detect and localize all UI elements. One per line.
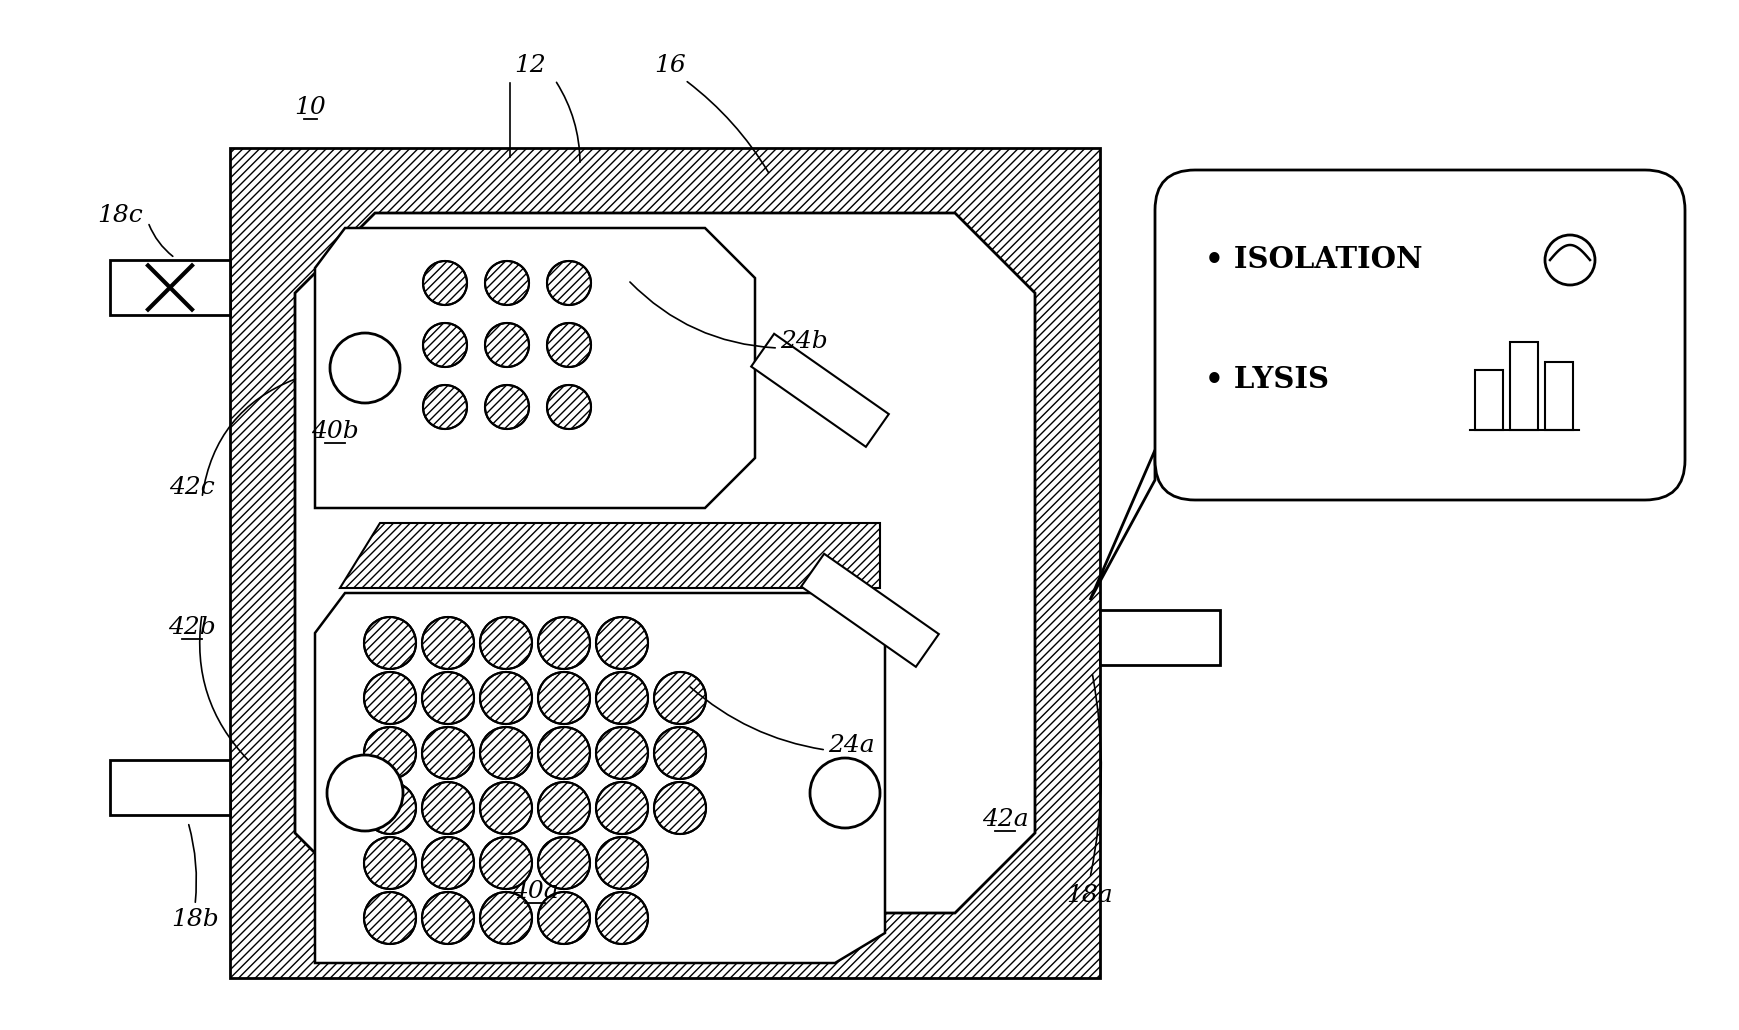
Circle shape	[423, 837, 475, 889]
Bar	[230, 148, 1101, 978]
Bar	[1101, 610, 1221, 665]
Bar	[110, 260, 230, 315]
Circle shape	[480, 727, 532, 779]
Circle shape	[363, 782, 416, 834]
Circle shape	[1544, 235, 1595, 285]
Circle shape	[654, 782, 706, 834]
Text: 18b: 18b	[170, 908, 219, 931]
Text: 12: 12	[515, 54, 546, 76]
Circle shape	[537, 727, 590, 779]
Circle shape	[537, 672, 590, 724]
FancyArrow shape	[751, 334, 889, 447]
Polygon shape	[315, 593, 885, 963]
Circle shape	[485, 261, 529, 305]
Polygon shape	[315, 228, 755, 508]
Circle shape	[423, 892, 475, 945]
Circle shape	[596, 727, 649, 779]
Circle shape	[423, 385, 468, 430]
Circle shape	[596, 892, 649, 945]
Circle shape	[480, 672, 532, 724]
Circle shape	[423, 261, 468, 305]
Text: 24a: 24a	[828, 733, 875, 756]
Text: • LYSIS: • LYSIS	[1205, 366, 1329, 394]
Polygon shape	[341, 523, 880, 588]
Circle shape	[654, 672, 706, 724]
Text: 16: 16	[654, 54, 685, 76]
Bar	[1475, 370, 1502, 430]
Circle shape	[537, 837, 590, 889]
Circle shape	[654, 727, 706, 779]
Text: 42b: 42b	[169, 617, 216, 640]
Circle shape	[423, 617, 475, 670]
Circle shape	[537, 892, 590, 945]
Bar	[1544, 362, 1574, 430]
Circle shape	[548, 385, 591, 430]
Text: 40b: 40b	[311, 420, 358, 444]
Circle shape	[537, 782, 590, 834]
Text: 42a: 42a	[983, 809, 1028, 831]
Text: • ISOLATION: • ISOLATION	[1205, 245, 1423, 275]
Circle shape	[480, 837, 532, 889]
Circle shape	[548, 261, 591, 305]
Circle shape	[423, 782, 475, 834]
Circle shape	[596, 617, 649, 670]
Circle shape	[480, 892, 532, 945]
Circle shape	[596, 672, 649, 724]
Bar	[1509, 342, 1537, 430]
Circle shape	[485, 385, 529, 430]
Circle shape	[363, 892, 416, 945]
Circle shape	[480, 782, 532, 834]
Text: 24b: 24b	[781, 331, 828, 353]
Circle shape	[363, 672, 416, 724]
Circle shape	[423, 323, 468, 367]
Circle shape	[810, 758, 880, 828]
Text: 18c: 18c	[97, 204, 143, 227]
Circle shape	[363, 837, 416, 889]
Circle shape	[363, 617, 416, 670]
Circle shape	[363, 727, 416, 779]
Circle shape	[596, 782, 649, 834]
FancyArrow shape	[802, 554, 939, 666]
Circle shape	[548, 323, 591, 367]
Text: 42c: 42c	[169, 477, 216, 500]
Circle shape	[330, 333, 400, 403]
Circle shape	[327, 755, 403, 831]
Circle shape	[480, 617, 532, 670]
Circle shape	[485, 323, 529, 367]
Text: 10: 10	[294, 97, 325, 119]
Circle shape	[537, 617, 590, 670]
Text: 18a: 18a	[1066, 884, 1113, 906]
Polygon shape	[1090, 450, 1155, 600]
FancyBboxPatch shape	[1155, 170, 1685, 500]
Circle shape	[423, 672, 475, 724]
Circle shape	[596, 837, 649, 889]
Bar	[110, 760, 230, 815]
Text: 40a: 40a	[511, 881, 558, 903]
Circle shape	[423, 727, 475, 779]
Polygon shape	[296, 213, 1035, 913]
